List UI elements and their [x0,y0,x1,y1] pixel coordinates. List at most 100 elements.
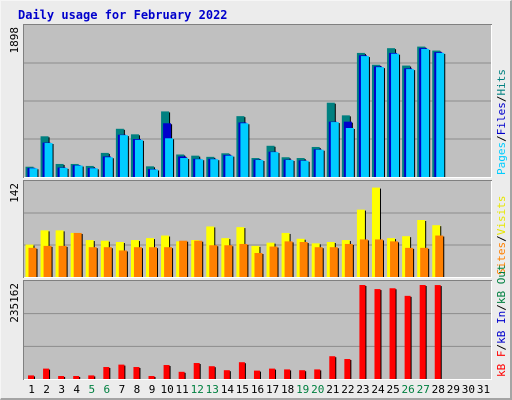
bar-pages [330,122,339,177]
day-label: 13 [206,383,219,396]
day-label: 31 [477,383,490,396]
bar-pages [421,48,430,178]
bar-pages [29,168,38,177]
bar-sites [73,232,82,277]
bar-sites [299,242,308,277]
legend-entry: / [495,135,508,142]
day-label: 29 [447,383,460,396]
bar-sites [194,240,203,277]
day-label: 28 [432,383,445,396]
bar-kb-f [163,365,170,379]
day-label: 14 [221,383,235,396]
bar-pages [195,159,204,177]
bar-pages [104,157,113,177]
bar-sites [390,241,399,277]
bar-pages [74,165,83,177]
bar-sites [239,243,248,277]
day-label: 1 [28,383,35,396]
day-label: 23 [356,383,369,396]
bar-kb-f [118,364,125,379]
bar-kb-f [238,362,245,379]
bar-pages [150,169,159,177]
legend-entry: / [495,304,508,311]
bar-sites [405,247,414,277]
bar-kb-f [73,376,80,379]
day-label: 24 [371,383,385,396]
day-label: 10 [160,383,173,396]
bar-pages [44,143,53,177]
legend-entry: kB In [495,311,508,344]
bar-sites [133,247,142,277]
day-label: 11 [176,383,189,396]
bar-kb-f [208,366,215,379]
bar-kb-f [103,367,110,379]
bar-sites [329,247,338,277]
visits-panel-legend: Sites/Visits [495,196,508,276]
legend-entry: Sites [495,242,508,275]
bar-kb-f [434,285,441,379]
day-label: 4 [73,383,80,396]
chart-title: Daily usage for February 2022 [18,8,228,22]
hits-panel-max-label: 1898 [8,27,21,54]
day-label: 21 [326,383,339,396]
kbytes-panel-background [24,281,491,379]
bar-kb-f [374,289,381,379]
bar-pages [255,160,264,177]
bar-sites [435,235,444,277]
bar-sites [254,253,263,277]
legend-entry: Pages [495,142,508,175]
bar-kb-f [389,288,396,379]
day-label: 25 [386,383,399,396]
bar-pages [210,159,219,177]
day-label: 12 [191,383,204,396]
bar-kb-f [253,370,260,379]
bar-kb-f [58,376,65,379]
day-label: 5 [88,383,95,396]
bar-sites [359,239,368,277]
day-label: 17 [266,383,279,396]
bar-sites [224,245,233,277]
bar-kb-f [223,370,230,379]
bar-pages [165,138,174,177]
day-label: 7 [119,383,126,396]
legend-entry: / [495,344,508,351]
bar-kb-f [344,359,351,379]
bar-pages [270,152,279,177]
day-label: 2 [43,383,50,396]
day-label: 30 [462,383,475,396]
bar-sites [374,239,383,277]
bar-sites [344,243,353,277]
hits-panel-legend: Pages/Files/Hits [495,69,508,175]
bar-pages [315,149,324,177]
day-label: 19 [296,383,309,396]
bar-sites [164,247,173,277]
legend-entry: Hits [495,69,508,96]
bar-pages [240,123,249,177]
day-label: 3 [58,383,65,396]
bar-kb-f [269,368,276,379]
bar-sites [58,245,67,277]
visits-panel-max-label: 142 [8,183,21,203]
bar-pages [119,135,128,177]
legend-entry: / [495,96,508,103]
bar-kb-f [148,376,155,379]
bar-sites [284,241,293,277]
day-label: 26 [402,383,415,396]
bar-sites [420,247,429,277]
bar-sites [209,245,218,277]
legend-entry: kB F [495,351,508,378]
bar-kb-f [419,285,426,379]
day-label: 6 [104,383,111,396]
legend-entry: kB Out [495,264,508,304]
bar-kb-f [43,368,50,379]
bar-sites [179,240,188,277]
bar-pages [225,155,234,177]
bar-kb-f [88,375,95,379]
bar-kb-f [178,371,185,379]
bar-pages [300,160,309,177]
bar-sites [314,247,323,277]
day-label: 22 [341,383,354,396]
kbytes-panel-legend: kB F/kB In/kB Out [495,264,508,377]
bar-pages [345,128,354,177]
bar-sites [149,247,158,277]
